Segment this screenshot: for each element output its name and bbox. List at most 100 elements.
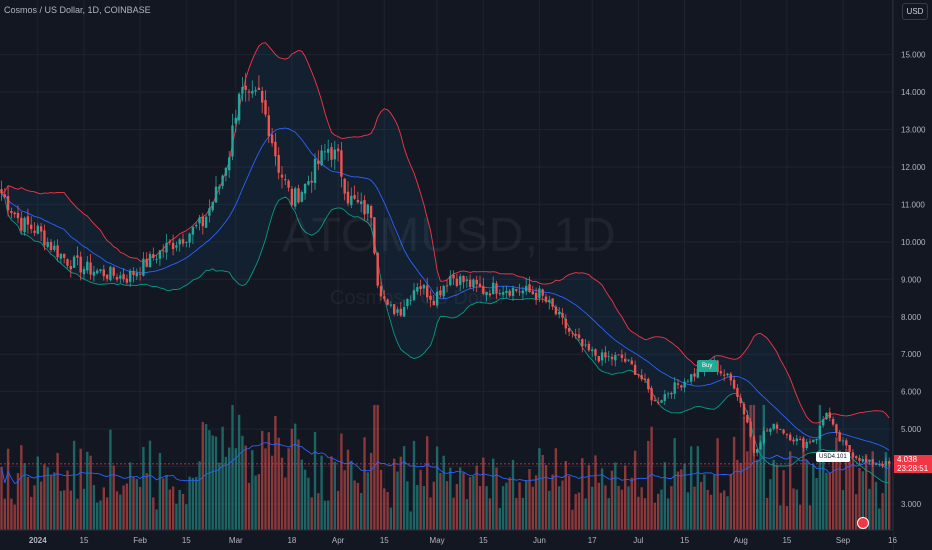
- volume-bar: [376, 405, 379, 530]
- y-tick-label: 10.000: [901, 238, 926, 247]
- candle-body: [373, 217, 376, 254]
- candle-body: [112, 267, 115, 276]
- candle-body: [343, 178, 346, 194]
- volume-bar: [581, 458, 584, 530]
- volume-bar: [465, 499, 468, 530]
- candle-body: [188, 233, 191, 243]
- volume-bar: [765, 497, 769, 530]
- candle-body: [327, 148, 330, 153]
- volume-bar: [835, 437, 838, 530]
- volume-bar: [294, 423, 297, 530]
- candle-body: [762, 430, 765, 444]
- candle-body: [49, 241, 53, 250]
- candle-body: [617, 354, 620, 356]
- candle-body: [508, 290, 511, 296]
- candle-body: [541, 289, 544, 296]
- candle-body: [148, 253, 152, 268]
- candle-body: [76, 255, 79, 258]
- candle-body: [482, 285, 485, 294]
- volume-bar: [848, 458, 851, 530]
- volume-bar: [26, 477, 30, 530]
- x-tick-label: 18: [287, 536, 296, 545]
- candle-body: [214, 186, 218, 203]
- candle-body: [402, 307, 406, 317]
- candle-body: [643, 378, 647, 380]
- volume-bar: [89, 455, 92, 530]
- interval[interactable]: 1D: [87, 5, 100, 15]
- volume-bar: [630, 477, 633, 530]
- volume-bar: [633, 450, 637, 530]
- volume-bar: [756, 459, 759, 530]
- volume-bar: [241, 435, 244, 530]
- volume-bar: [129, 462, 132, 530]
- last-price: 4.038: [897, 455, 918, 464]
- candle-body: [350, 195, 353, 206]
- volume-bar: [571, 509, 574, 530]
- volume-bar: [138, 486, 142, 530]
- candle-body: [558, 312, 561, 315]
- volume-bar: [310, 497, 313, 530]
- candle-body: [195, 225, 198, 227]
- candle-body: [848, 445, 851, 453]
- volume-bar: [208, 430, 211, 530]
- volume-bar: [218, 462, 221, 530]
- volume-bar: [168, 489, 171, 530]
- volume-bar: [713, 475, 716, 530]
- candle-body: [125, 278, 129, 283]
- volume-bar: [706, 490, 709, 530]
- volume-bar: [333, 461, 336, 530]
- candle-body: [851, 452, 855, 457]
- volume-bar: [802, 437, 805, 530]
- candle-body: [472, 279, 475, 288]
- volume-bar: [300, 459, 303, 530]
- volume-bar: [228, 447, 231, 530]
- volume-bar: [822, 454, 825, 530]
- volume-bar: [650, 426, 653, 530]
- candle-body: [86, 261, 89, 271]
- y-tick-label: 11.000: [901, 200, 925, 209]
- candle-body: [468, 279, 472, 287]
- candle-body: [637, 374, 640, 375]
- volume-bar: [76, 498, 79, 530]
- candle-body: [868, 459, 871, 462]
- candle-body: [102, 269, 105, 277]
- candle-body: [267, 115, 270, 137]
- volume-bar: [653, 502, 657, 530]
- volume-bar: [779, 505, 782, 530]
- candle-body: [775, 424, 779, 429]
- volume-bar: [746, 451, 749, 530]
- volume-bar: [488, 498, 492, 530]
- volume-bar: [703, 474, 706, 530]
- volume-bar: [135, 478, 138, 530]
- volume-bar: [92, 485, 96, 530]
- candle-body: [673, 382, 676, 394]
- volume-bar: [789, 451, 792, 530]
- candle-body: [360, 201, 363, 204]
- volume-bar: [666, 498, 670, 530]
- volume-bar: [607, 498, 610, 530]
- candle-body: [600, 352, 604, 361]
- candle-body: [330, 147, 333, 160]
- candle-body: [785, 434, 789, 435]
- volume-bar: [244, 445, 247, 530]
- candle-body: [356, 200, 360, 203]
- volume-bar: [435, 446, 439, 530]
- candle-body: [822, 419, 825, 426]
- volume-bar: [785, 506, 789, 530]
- y-tick-label: 8.000: [901, 313, 922, 322]
- candle-body: [39, 226, 43, 232]
- volume-bar: [264, 448, 267, 530]
- candle-body: [10, 211, 13, 213]
- candle-body: [452, 274, 455, 279]
- us-flag-icon[interactable]: [857, 517, 869, 529]
- candle-body: [419, 286, 422, 290]
- symbol-name[interactable]: Cosmos / US Dollar: [4, 5, 83, 15]
- candle-body: [624, 358, 627, 362]
- currency-button[interactable]: USD: [902, 3, 928, 20]
- candle-body: [0, 189, 3, 194]
- volume-bar: [567, 475, 571, 530]
- volume-bar: [657, 493, 660, 530]
- time-axis[interactable]: [0, 530, 893, 550]
- volume-bar: [459, 467, 462, 530]
